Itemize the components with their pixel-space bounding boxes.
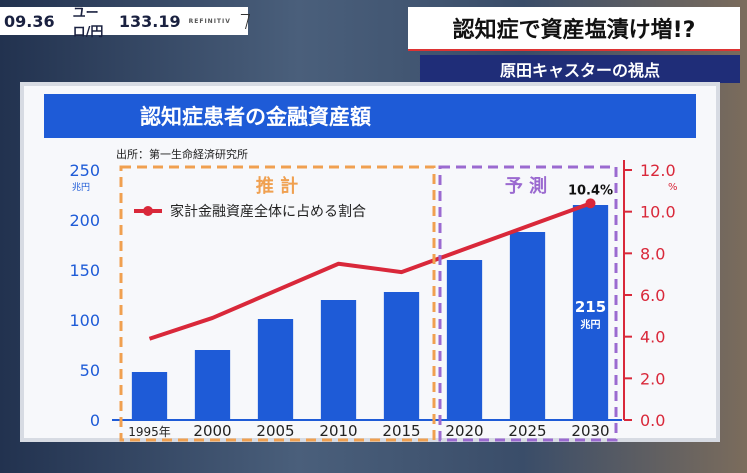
- subtitle-banner: 原田キャスターの視点: [420, 55, 740, 83]
- bar: [320, 300, 357, 420]
- bar: [446, 260, 483, 420]
- ratio-line: [148, 201, 592, 341]
- legend-marker: [143, 206, 153, 216]
- right-y-tick-label: 10.0: [640, 203, 676, 222]
- estimate-label: 推 計: [256, 175, 298, 197]
- ticker-currency-pair: ユーロ/円: [72, 6, 104, 40]
- ratio-point: [585, 198, 596, 209]
- chart-title-band: [44, 94, 696, 138]
- x-tick-label: 2030: [571, 422, 609, 440]
- legend-label: 家計金融資産全体に占める割合: [170, 203, 366, 220]
- left-y-tick-label: 200: [69, 211, 100, 230]
- x-tick-label: 2025: [508, 422, 546, 440]
- right-y-tick-label: 2.0: [640, 369, 665, 388]
- forecast-label: 予 測: [505, 175, 547, 197]
- left-y-unit: 兆円: [72, 182, 90, 193]
- right-y-tick-label: 12.0: [640, 161, 676, 180]
- right-y-tick-label: 6.0: [640, 286, 665, 305]
- bar: [194, 350, 231, 420]
- last-bar-unit-label: 兆円: [581, 318, 601, 331]
- forecast-box: [438, 165, 618, 442]
- bar: [572, 205, 609, 420]
- last-point-label: 10.4%: [568, 183, 613, 198]
- x-tick-label: 2015: [382, 422, 420, 440]
- right-y-unit: %: [668, 182, 678, 193]
- headline-banner: 認知症で資産塩漬け増!?: [408, 7, 740, 51]
- ticker-time: 09.36: [4, 11, 55, 31]
- bar: [509, 232, 546, 420]
- left-y-tick-label: 100: [69, 311, 100, 330]
- left-y-tick-label: 50: [80, 361, 100, 380]
- last-bar-value-label: 215: [575, 298, 606, 316]
- x-tick-label: 2020: [445, 422, 483, 440]
- left-y-tick-label: 150: [69, 261, 100, 280]
- bar: [383, 292, 420, 420]
- chart-source: 出所：第一生命経済研究所: [116, 147, 248, 161]
- x-tick-label: 1995年: [128, 425, 171, 439]
- estimate-box: [119, 165, 436, 442]
- market-ticker: 09.36 ユーロ/円 133.19 REFINITIV: [0, 6, 251, 40]
- bar: [131, 372, 168, 420]
- x-tick-label: 2005: [256, 422, 294, 440]
- right-y-tick-label: 8.0: [640, 244, 665, 263]
- right-y-tick-label: 4.0: [640, 328, 665, 347]
- left-y-tick-label: 0: [90, 411, 100, 430]
- x-tick-label: 2010: [319, 422, 357, 440]
- bar: [257, 319, 294, 420]
- chart-title: 認知症患者の金融資産額: [140, 105, 371, 129]
- right-y-tick-label: 0.0: [640, 411, 665, 430]
- ticker-source: REFINITIV: [188, 17, 231, 25]
- left-y-tick-label: 250: [69, 161, 100, 180]
- ticker-rate: 133.19: [118, 11, 181, 31]
- x-tick-label: 2000: [193, 422, 231, 440]
